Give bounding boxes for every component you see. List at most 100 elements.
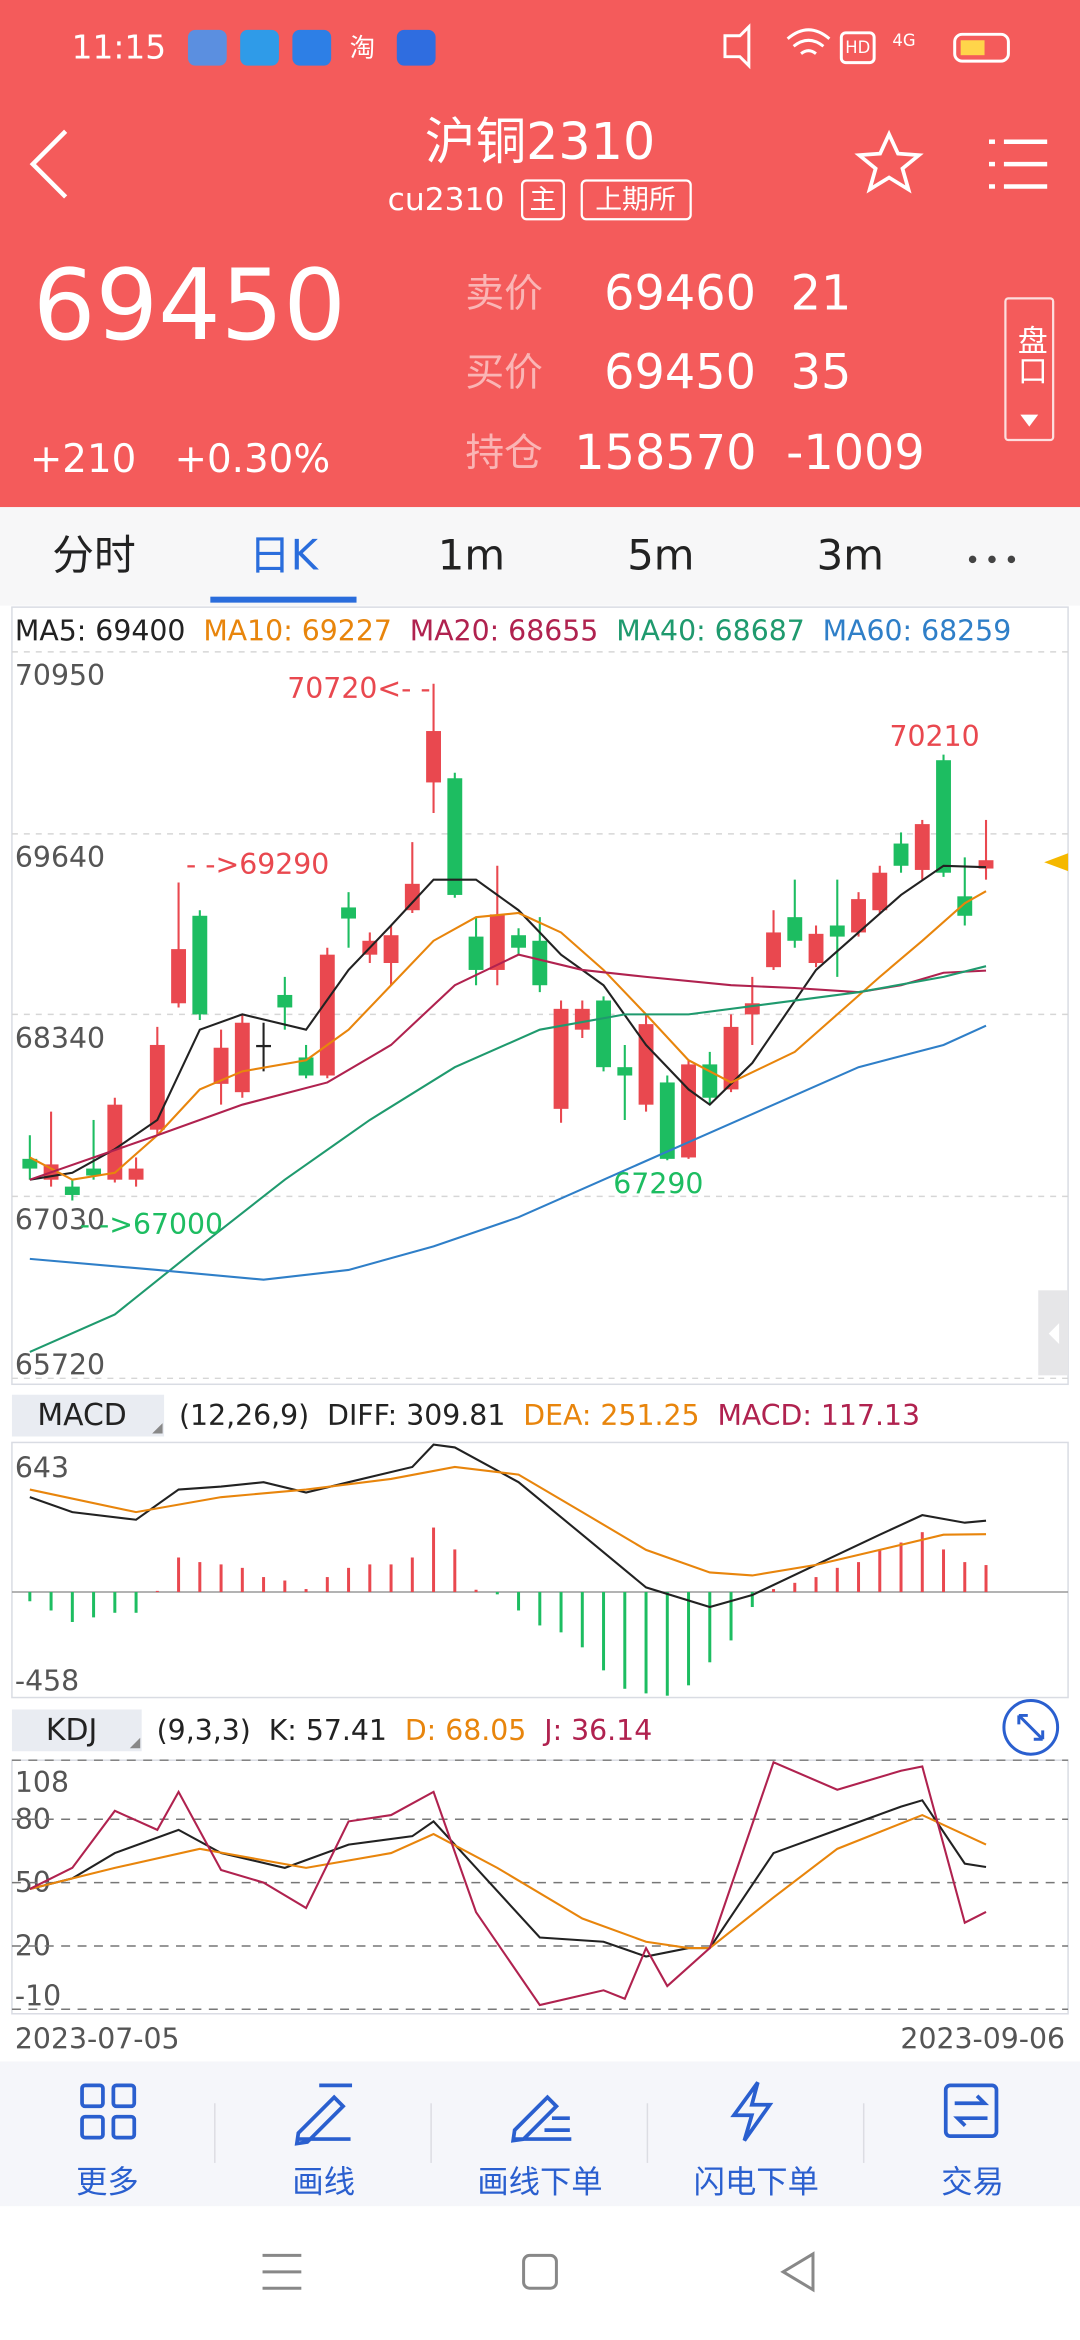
menu-button[interactable]: [989, 139, 1048, 189]
macd-bar: [623, 1592, 627, 1689]
candle-body: [978, 860, 994, 869]
kdj-frame: [11, 1759, 1069, 2015]
candle-body: [277, 994, 293, 1008]
status-time: 11:15: [72, 29, 167, 67]
macd-bar: [28, 1592, 32, 1602]
ma-line: [29, 890, 987, 1181]
candle-body: [86, 1168, 102, 1176]
macd-bar: [580, 1592, 584, 1648]
macd-bar: [729, 1592, 733, 1641]
indicator-tab[interactable]: [11, 1394, 165, 1437]
legend-item: MA5: 69400: [15, 614, 186, 647]
macd-line: [29, 1443, 987, 1609]
contract-code: cu2310: [388, 182, 505, 218]
tab[interactable]: 日K: [249, 530, 320, 579]
system-nav[interactable]: [262, 2251, 815, 2293]
candle-body: [489, 914, 505, 970]
candle-body: [766, 932, 781, 968]
price-annotation: 67290: [613, 1168, 703, 1201]
header-bg: [0, 0, 1080, 508]
candle-body: [659, 1082, 675, 1159]
last-price: 69450: [33, 249, 346, 363]
candle-body: [617, 1067, 633, 1076]
macd-bar: [857, 1562, 861, 1593]
bottom-nav-icons: [80, 2081, 999, 2146]
macd-bar: [283, 1580, 287, 1593]
back-button[interactable]: [29, 129, 68, 199]
macd-bar: [219, 1564, 223, 1593]
macd-bar: [432, 1527, 436, 1593]
depth-button-label[interactable]: 盘口: [1012, 325, 1047, 385]
favorite-button[interactable]: [854, 129, 924, 194]
macd-bar: [262, 1577, 266, 1593]
y-tick-label: -10: [15, 1979, 61, 2012]
open-interest: 158570: [574, 426, 756, 481]
nav-label[interactable]: 画线下单: [477, 2164, 602, 2200]
candle-body: [128, 1168, 144, 1180]
y-tick-label: 68340: [15, 1022, 105, 1055]
tabs: 分时 日K 1m 5m 3m: [52, 530, 884, 603]
candle-body: [893, 843, 909, 866]
kdj-line: [29, 1760, 987, 2007]
legend-item: MA20: 68655: [410, 614, 599, 647]
tab[interactable]: 3m: [817, 530, 884, 579]
contract-title: 沪铜2310: [425, 112, 655, 171]
candle-body: [723, 1026, 739, 1090]
bottom-nav-dividers: [214, 2103, 865, 2163]
macd-bar: [304, 1589, 308, 1593]
candle-body: [574, 1008, 590, 1030]
price-change: +210: [30, 437, 136, 482]
indicator-title: KDJ: [46, 1713, 97, 1748]
kdj-line: [29, 1813, 987, 1950]
macd-bar: [750, 1592, 754, 1608]
legend-item: MA40: 68687: [616, 614, 805, 647]
legend-item: J: 36.14: [542, 1714, 652, 1747]
macd-frame: [11, 1441, 1069, 1699]
y-tick-label: -458: [15, 1665, 79, 1698]
status-app-icons: [187, 29, 436, 66]
candle-body: [22, 1158, 38, 1169]
candle-body: [872, 872, 888, 911]
macd-bar: [92, 1592, 96, 1618]
nav-label[interactable]: 交易: [941, 2164, 1004, 2200]
candle-body: [829, 925, 845, 937]
indicator-title: MACD: [37, 1398, 126, 1433]
tab[interactable]: 1m: [438, 530, 505, 579]
current-price-marker: [1044, 853, 1069, 872]
legend-item: MACD: 117.13: [717, 1399, 920, 1432]
tab[interactable]: 5m: [627, 530, 694, 579]
bid-price: 69450: [604, 345, 756, 400]
depth-button[interactable]: [1004, 297, 1055, 442]
nav-label[interactable]: 闪电下单: [694, 2164, 819, 2200]
price-annotation: 70720<- -: [287, 672, 430, 705]
legend-item: (12,26,9): [179, 1399, 309, 1432]
candle-body: [511, 935, 526, 948]
y-tick-label: 70950: [15, 659, 105, 692]
tab[interactable]: 分时: [52, 530, 136, 579]
bid-volume: 35: [791, 345, 852, 400]
macd-bar: [602, 1592, 606, 1671]
indicator-tab[interactable]: [11, 1709, 142, 1752]
more-tabs[interactable]: [968, 555, 1016, 564]
candle-body: [383, 935, 399, 964]
ask-price: 69460: [604, 266, 756, 321]
fullscreen-button[interactable]: [1002, 1699, 1060, 1756]
candle-body: [638, 1024, 654, 1105]
candle-body: [596, 1000, 611, 1068]
macd-bar: [708, 1592, 712, 1663]
macd-bar: [984, 1565, 988, 1593]
macd-bar: [687, 1592, 691, 1686]
macd-bar: [920, 1532, 924, 1593]
price-annotation: - ->67000: [80, 1208, 223, 1241]
nav-label[interactable]: 画线: [292, 2164, 355, 2200]
macd-bar: [963, 1562, 967, 1593]
candle-body: [808, 933, 824, 964]
main-tag: 主: [530, 184, 557, 215]
nav-label[interactable]: 更多: [76, 2164, 139, 2200]
y-tick-label: 643: [15, 1451, 69, 1484]
bottom-nav: 更多 画线 画线下单 闪电下单 交易: [76, 2164, 1004, 2200]
legend-item: (9,3,3): [157, 1714, 251, 1747]
tab-underline: [210, 596, 357, 603]
